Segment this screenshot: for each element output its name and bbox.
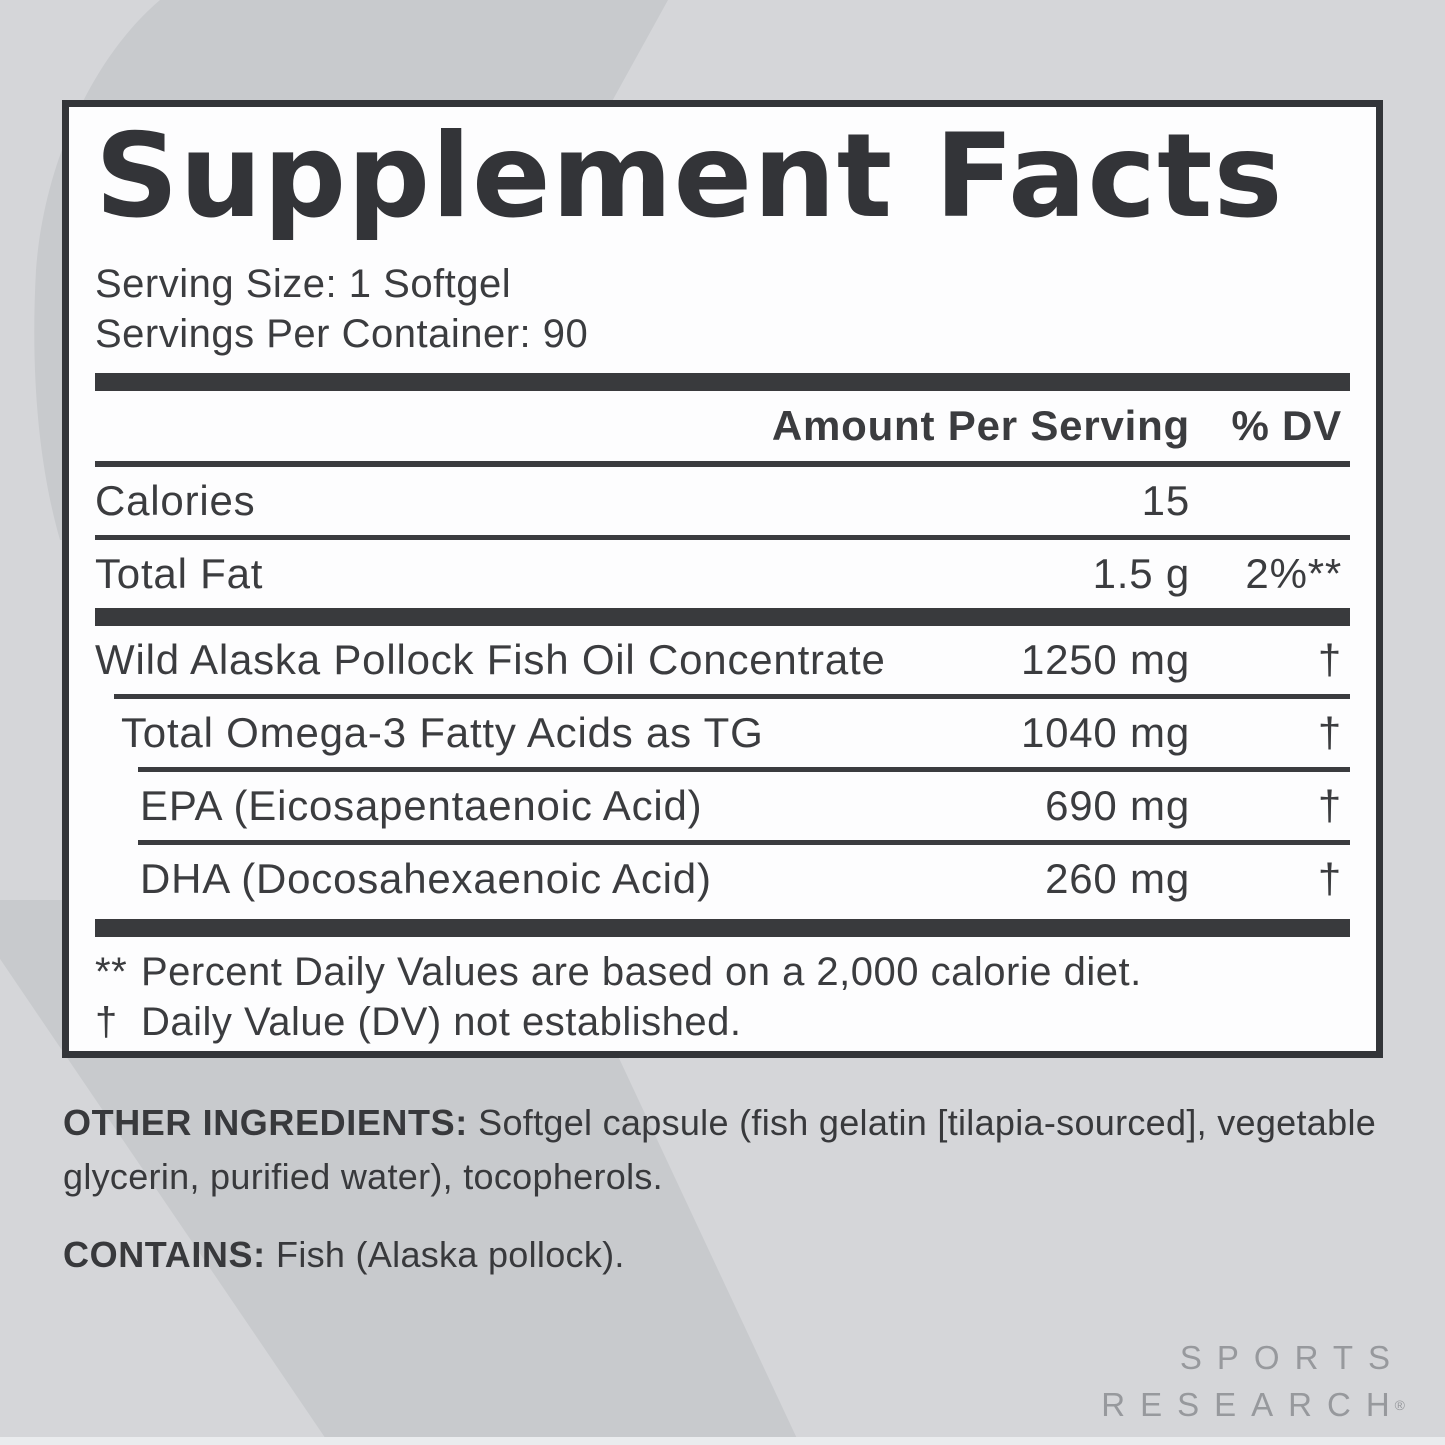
row-label: Calories [95,477,256,524]
servings-per-container: Servings Per Container: 90 [95,312,589,356]
table-row-dha: DHA (Docosahexaenoic Acid) 260 mg † [95,845,1350,913]
contains-text: Fish (Alaska pollock). [276,1234,625,1275]
serving-size: Serving Size: 1 Softgel [95,262,512,306]
divider-header [95,461,1350,467]
row-dv: † [1317,709,1342,756]
divider-row [95,535,1350,540]
divider-thick-middle [95,608,1350,626]
divider-row-indented [114,694,1350,699]
contains-line: CONTAINS: Fish (Alaska pollock). [63,1228,1403,1282]
row-label: DHA (Docosahexaenoic Acid) [140,855,712,902]
other-ingredients-line1: OTHER INGREDIENTS: Softgel capsule (fish… [63,1096,1403,1150]
table-row-calories: Calories 15 [95,467,1350,535]
divider-row-indented [138,840,1350,845]
sports-research-logo: SPORTS RESEARCH® [1101,1334,1405,1429]
footnote-text: Percent Daily Values are based on a 2,00… [141,950,1142,994]
row-label: EPA (Eicosapentaenoic Acid) [140,782,703,829]
row-amount: 260 mg [1045,855,1190,902]
table-row-omega3: Total Omega-3 Fatty Acids as TG 1040 mg … [95,699,1350,767]
footnote-text: Daily Value (DV) not established. [141,1000,742,1044]
panel-title: Supplement Facts [95,109,1284,244]
divider-thick-bottom [95,919,1350,937]
divider-thick-top [95,373,1350,391]
serving-info: Serving Size: 1 Softgel Servings Per Con… [95,259,1350,359]
logo-line-research: RESEARCH® [1101,1381,1405,1429]
row-dv: † [1317,782,1342,829]
table-row-total-fat: Total Fat 1.5 g 2%** [95,540,1350,608]
footnote-marker: † [95,1000,118,1044]
row-label: Total Fat [95,550,264,597]
header-percent-dv: % DV [1231,402,1342,449]
footnote-daily-values: ** Percent Daily Values are based on a 2… [95,947,1350,997]
other-ingredients-line2: glycerin, purified water), tocopherols. [63,1156,663,1197]
supplement-facts-panel: Supplement Facts Serving Size: 1 Softgel… [62,100,1383,1058]
table-row-fish-oil-concentrate: Wild Alaska Pollock Fish Oil Concentrate… [95,626,1350,694]
row-dv: 2%** [1245,550,1342,597]
row-amount: 690 mg [1045,782,1190,829]
contains-label: CONTAINS: [63,1234,266,1275]
ingredients-section: OTHER INGREDIENTS: Softgel capsule (fish… [63,1096,1403,1282]
footnotes: ** Percent Daily Values are based on a 2… [95,947,1350,1047]
header-amount-per-serving: Amount Per Serving [771,402,1190,449]
other-ingredients-text1: Softgel capsule (fish gelatin [tilapia-s… [478,1102,1377,1143]
row-label: Total Omega-3 Fatty Acids as TG [121,709,764,756]
row-amount: 1250 mg [1020,636,1190,683]
row-amount: 1040 mg [1020,709,1190,756]
logo-line-sports: SPORTS [1179,1339,1405,1376]
row-amount: 15 [1141,477,1190,524]
row-label: Wild Alaska Pollock Fish Oil Concentrate [95,636,886,683]
footnote-dv-not-established: † Daily Value (DV) not established. [95,997,1350,1047]
row-amount: 1.5 g [1092,550,1190,597]
registered-trademark-icon: ® [1394,1397,1405,1413]
logo-research-text: RESEARCH [1101,1386,1405,1423]
divider-row-indented [138,767,1350,772]
footnote-marker: ** [95,950,128,994]
row-dv: † [1317,636,1342,683]
table-header-row: Amount Per Serving % DV [95,391,1350,461]
bottom-edge-strip [0,1437,1445,1445]
table-row-epa: EPA (Eicosapentaenoic Acid) 690 mg † [95,772,1350,840]
row-dv: † [1317,855,1342,902]
other-ingredients-label: OTHER INGREDIENTS: [63,1102,468,1143]
